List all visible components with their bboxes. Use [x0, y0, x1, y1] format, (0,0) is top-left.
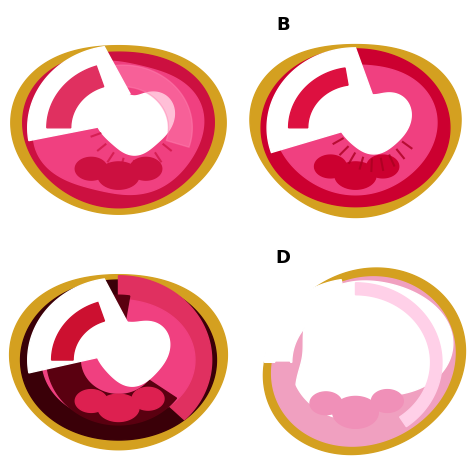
Polygon shape — [130, 157, 162, 180]
Polygon shape — [367, 155, 399, 178]
Polygon shape — [296, 281, 453, 425]
Polygon shape — [47, 295, 176, 425]
Polygon shape — [261, 49, 450, 207]
Polygon shape — [132, 387, 164, 410]
Polygon shape — [33, 61, 204, 194]
Polygon shape — [11, 46, 226, 214]
Polygon shape — [264, 268, 465, 455]
Polygon shape — [47, 66, 104, 128]
Polygon shape — [336, 93, 411, 154]
Polygon shape — [95, 321, 170, 386]
Polygon shape — [372, 390, 403, 412]
Polygon shape — [9, 274, 228, 450]
Polygon shape — [274, 65, 437, 195]
Polygon shape — [333, 396, 378, 428]
Polygon shape — [112, 65, 192, 147]
Polygon shape — [118, 276, 212, 419]
Polygon shape — [98, 162, 139, 189]
Polygon shape — [98, 394, 139, 421]
Text: B: B — [276, 16, 290, 34]
Polygon shape — [335, 162, 376, 189]
Polygon shape — [272, 277, 455, 446]
Polygon shape — [310, 392, 342, 415]
Polygon shape — [267, 48, 374, 153]
Polygon shape — [23, 52, 214, 208]
Polygon shape — [276, 362, 380, 436]
Polygon shape — [75, 157, 107, 180]
Polygon shape — [42, 300, 195, 420]
Polygon shape — [20, 280, 217, 440]
Polygon shape — [94, 92, 174, 155]
Polygon shape — [75, 390, 107, 412]
Polygon shape — [250, 45, 461, 218]
Polygon shape — [27, 279, 128, 373]
Text: D: D — [275, 248, 290, 266]
Polygon shape — [52, 302, 104, 360]
Polygon shape — [264, 280, 346, 362]
Polygon shape — [289, 68, 348, 128]
Polygon shape — [356, 283, 442, 427]
Polygon shape — [27, 46, 130, 141]
Polygon shape — [315, 155, 346, 178]
